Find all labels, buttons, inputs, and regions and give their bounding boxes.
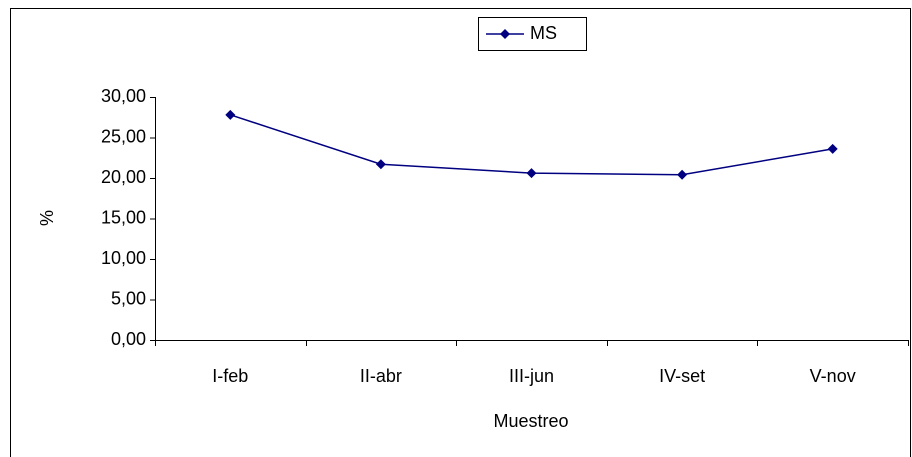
y-tick-label: 30,00 xyxy=(101,86,146,106)
point-marker xyxy=(225,109,236,120)
legend: MS xyxy=(478,17,587,51)
chart-frame xyxy=(10,8,911,457)
point-marker xyxy=(375,159,386,170)
y-tick-label: 25,00 xyxy=(101,126,146,146)
x-tick-label: I-feb xyxy=(212,366,248,386)
point-marker xyxy=(677,169,688,180)
y-axis-label: % xyxy=(37,210,57,226)
legend-label: MS xyxy=(530,23,557,43)
point-marker xyxy=(827,143,838,154)
x-tick-label: IV-set xyxy=(659,366,705,386)
y-tick-label: 5,00 xyxy=(111,288,146,308)
y-tick-label: 10,00 xyxy=(101,248,146,268)
y-tick-label: 0,00 xyxy=(111,329,146,349)
y-tick-label: 20,00 xyxy=(101,167,146,187)
point-marker xyxy=(526,168,537,179)
x-tick-label: V-nov xyxy=(810,366,856,386)
legend-marker xyxy=(500,29,510,39)
x-axis-label: Muestreo xyxy=(493,411,568,431)
x-tick-label: III-jun xyxy=(509,366,554,386)
x-tick-label: II-abr xyxy=(360,366,402,386)
y-tick-label: 15,00 xyxy=(101,207,146,227)
